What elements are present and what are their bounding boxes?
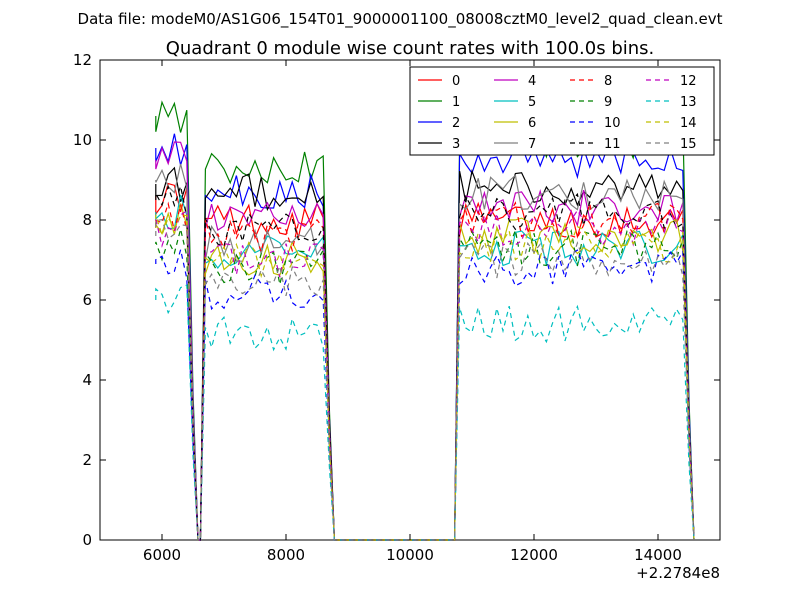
series-line-11 [155,184,695,541]
x-tick-label: 10000 [386,546,434,564]
series-line-0 [155,182,695,541]
legend-box [409,66,715,156]
series-line-9 [155,228,695,541]
legend-label-10: 10 [604,116,621,131]
series-line-8 [155,201,695,541]
series-layer [155,100,695,541]
chart-title: Quadrant 0 module wise count rates with … [166,38,655,59]
y-tick-label: 2 [82,451,92,469]
legend-label-3: 3 [452,137,460,152]
legend-label-0: 0 [452,74,460,89]
legend-label-4: 4 [528,74,536,89]
y-tick-label: 10 [73,131,92,149]
legend-label-5: 5 [528,95,536,110]
legend-label-15: 15 [680,137,697,152]
x-tick-label: 14000 [634,546,682,564]
legend-label-9: 9 [604,95,612,110]
series-line-2 [155,133,695,541]
legend-label-14: 14 [680,116,697,131]
legend-label-8: 8 [604,74,612,89]
series-line-10 [155,249,695,541]
legend-label-6: 6 [528,116,536,131]
x-tick-label: 12000 [510,546,558,564]
series-line-15 [155,219,695,541]
chart-suptitle: Data file: modeM0/AS1G06_154T01_90000011… [78,10,723,29]
series-line-12 [155,209,695,541]
series-line-7 [155,163,695,541]
legend-label-12: 12 [680,74,697,89]
y-tick-label: 8 [82,211,92,229]
legend-label-7: 7 [528,137,536,152]
legend-label-2: 2 [452,116,460,131]
y-tick-label: 12 [73,51,92,69]
y-tick-label: 6 [82,291,92,309]
legend-label-1: 1 [452,95,460,110]
y-tick-label: 4 [82,371,92,389]
x-tick-label: 8000 [267,546,305,564]
legend-label-11: 11 [604,137,621,152]
y-tick-label: 0 [82,531,92,549]
x-offset-label: +2.2784e8 [636,564,720,582]
series-line-13 [155,284,695,541]
series-line-5 [155,194,695,541]
x-tick-label: 6000 [143,546,181,564]
series-line-14 [155,214,695,541]
legend-label-13: 13 [680,95,697,110]
